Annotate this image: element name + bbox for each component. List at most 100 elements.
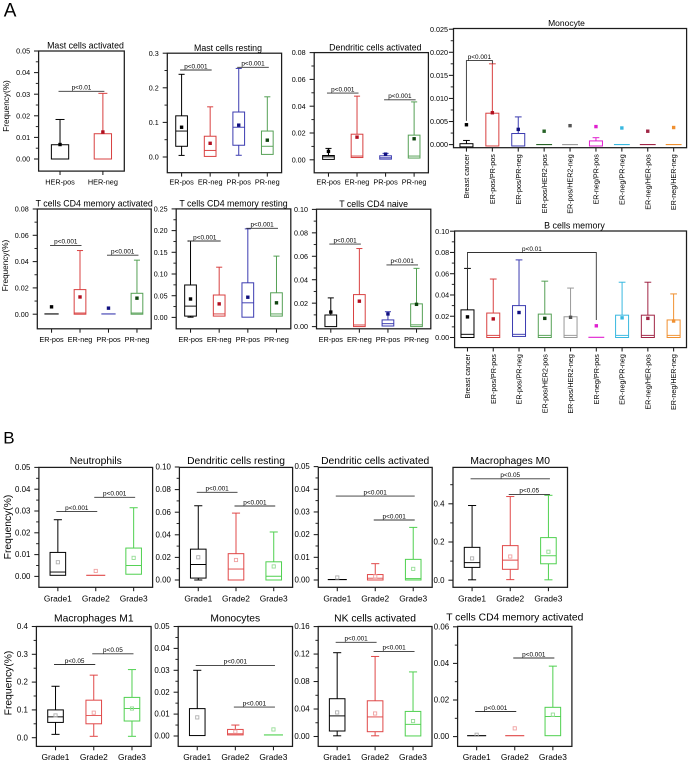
svg-text:HER-pos: HER-pos (45, 177, 75, 186)
svg-text:p<0.001: p<0.001 (205, 486, 229, 493)
svg-text:Dendritic cells activated: Dendritic cells activated (321, 456, 429, 467)
svg-text:0.2: 0.2 (434, 538, 445, 547)
svg-text:Grade3: Grade3 (399, 752, 427, 762)
svg-text:0.06: 0.06 (435, 269, 449, 278)
svg-text:p<0.05: p<0.05 (519, 488, 539, 495)
svg-text:ER-neg/HER-pos: ER-neg/HER-pos (644, 354, 653, 410)
svg-text:ER-pos/HER2-neg: ER-pos/HER2-neg (566, 354, 575, 414)
svg-text:0.0: 0.0 (149, 153, 159, 162)
svg-text:Grade1: Grade1 (183, 752, 211, 762)
svg-text:0.05: 0.05 (154, 622, 170, 631)
svg-text:0.04: 0.04 (15, 257, 29, 266)
svg-text:0.15: 0.15 (154, 248, 168, 257)
svg-text:0.04: 0.04 (294, 705, 310, 714)
svg-text:p<0.001: p<0.001 (193, 234, 217, 241)
svg-text:ER-neg: ER-neg (345, 177, 370, 186)
svg-text:Grade3: Grade3 (399, 593, 427, 603)
svg-text:p<0.001: p<0.001 (224, 659, 248, 666)
svg-text:Frequency(%): Frequency(%) (3, 495, 14, 560)
svg-text:ER-pos: ER-pos (316, 177, 341, 186)
svg-text:0.04: 0.04 (154, 644, 170, 653)
svg-text:0.02: 0.02 (15, 284, 29, 293)
svg-text:Neutrophils: Neutrophils (70, 456, 122, 467)
svg-text:Grade2: Grade2 (82, 593, 110, 603)
svg-text:Grade1: Grade1 (463, 752, 491, 762)
svg-text:p<0.001: p<0.001 (241, 61, 265, 68)
svg-text:ER-neg/HER-neg: ER-neg/HER-neg (669, 154, 678, 210)
svg-text:0.025: 0.025 (430, 25, 448, 34)
svg-text:0.10: 0.10 (435, 227, 449, 236)
svg-text:0.04: 0.04 (292, 102, 306, 111)
svg-text:Mast cells resting: Mast cells resting (194, 43, 262, 53)
svg-text:0.06: 0.06 (294, 252, 308, 261)
svg-text:Grade1: Grade1 (458, 593, 486, 603)
svg-text:0.4: 0.4 (434, 499, 446, 508)
svg-text:Grade1: Grade1 (42, 752, 70, 762)
svg-text:0.01: 0.01 (16, 133, 30, 142)
svg-text:0.06: 0.06 (15, 231, 29, 240)
svg-text:PR-neg: PR-neg (264, 335, 289, 344)
svg-text:0.08: 0.08 (156, 485, 172, 494)
svg-text:0.08: 0.08 (292, 48, 306, 57)
svg-text:HER-neg: HER-neg (88, 177, 118, 186)
svg-text:p<0.001: p<0.001 (484, 705, 508, 712)
svg-text:p<0.001: p<0.001 (364, 489, 388, 496)
svg-text:0.02: 0.02 (156, 553, 171, 562)
svg-text:0.2: 0.2 (17, 678, 28, 687)
svg-text:0.010: 0.010 (430, 94, 448, 103)
svg-text:ER-neg/HER-neg: ER-neg/HER-neg (669, 354, 678, 410)
svg-text:PR-neg: PR-neg (125, 335, 150, 344)
svg-text:0.020: 0.020 (430, 48, 448, 57)
svg-text:p<0.05: p<0.05 (500, 472, 520, 479)
svg-text:p<0.001: p<0.001 (468, 54, 492, 61)
svg-text:T cells CD4 naive: T cells CD4 naive (339, 199, 408, 209)
svg-text:0.04: 0.04 (294, 485, 310, 494)
svg-text:p<0.001: p<0.001 (382, 645, 406, 652)
svg-text:Frequency(%): Frequency(%) (4, 651, 15, 716)
svg-text:0.00: 0.00 (294, 732, 310, 741)
svg-text:0.12: 0.12 (294, 650, 309, 659)
svg-text:p<0.001: p<0.001 (250, 222, 274, 229)
svg-text:ER-neg: ER-neg (347, 335, 372, 344)
svg-text:0.3: 0.3 (17, 650, 29, 659)
svg-text:0.00: 0.00 (154, 313, 168, 322)
svg-text:p<0.001: p<0.001 (331, 86, 355, 93)
svg-text:T cells CD4 memory activated: T cells CD4 memory activated (446, 612, 583, 623)
svg-text:p<0.001: p<0.001 (243, 499, 267, 506)
svg-text:p<0.01: p<0.01 (72, 85, 92, 92)
svg-text:0.00: 0.00 (16, 155, 30, 164)
svg-text:0.02: 0.02 (434, 696, 449, 705)
svg-text:Dendritic cells activated: Dendritic cells activated (329, 42, 422, 52)
svg-text:0.03: 0.03 (16, 90, 30, 99)
svg-text:Grade3: Grade3 (259, 752, 287, 762)
svg-text:0.015: 0.015 (430, 71, 448, 80)
svg-text:p<0.01: p<0.01 (522, 246, 542, 253)
svg-text:p<0.001: p<0.001 (522, 651, 546, 658)
svg-text:0.000: 0.000 (430, 140, 448, 149)
svg-text:0.03: 0.03 (154, 666, 170, 675)
svg-text:0.10: 0.10 (294, 205, 308, 214)
svg-text:ER-pos: ER-pos (319, 335, 344, 344)
svg-text:0.06: 0.06 (292, 75, 306, 84)
svg-text:T cells CD4 memory activated: T cells CD4 memory activated (36, 199, 153, 209)
svg-text:PR-pos: PR-pos (96, 335, 121, 344)
svg-text:p<0.001: p<0.001 (184, 63, 208, 70)
svg-text:0.4: 0.4 (17, 622, 29, 631)
svg-text:0.00: 0.00 (294, 322, 308, 331)
svg-text:0.04: 0.04 (434, 659, 450, 668)
svg-text:0.00: 0.00 (294, 576, 310, 585)
svg-text:ER-neg/PR-neg: ER-neg/PR-neg (618, 354, 627, 405)
svg-text:ER-pos: ER-pos (178, 335, 203, 344)
svg-text:T cells CD4 memory resting: T cells CD4 memory resting (179, 199, 287, 209)
svg-text:Grade3: Grade3 (118, 752, 146, 762)
svg-text:0.0: 0.0 (434, 576, 446, 585)
svg-text:0.10: 0.10 (156, 463, 172, 472)
svg-text:0.00: 0.00 (292, 155, 306, 164)
svg-text:0.00: 0.00 (154, 732, 170, 741)
svg-text:p<0.001: p<0.001 (111, 249, 135, 256)
svg-text:0.00: 0.00 (156, 576, 172, 585)
svg-text:ER-pos/PR-pos: ER-pos/PR-pos (489, 354, 498, 404)
svg-text:p<0.001: p<0.001 (388, 93, 412, 100)
svg-text:Grade1: Grade1 (44, 593, 72, 603)
svg-text:p<0.001: p<0.001 (344, 636, 368, 643)
